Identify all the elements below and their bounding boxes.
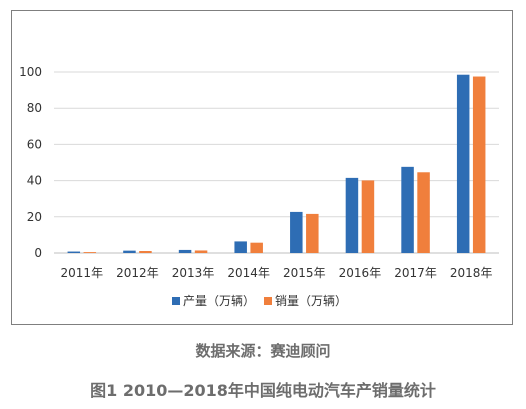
bar-chart: 0 20 40 60 80 100 2011年 2012年 2013年 2014年 2015年 201… xyxy=(19,65,499,308)
y-tick-label: 100 xyxy=(19,65,42,79)
x-tick-label: 2015年 xyxy=(283,266,326,280)
bar-sales xyxy=(417,172,430,253)
y-tick-label: 40 xyxy=(27,174,42,188)
bar-production xyxy=(456,74,470,253)
chart-frame: 0 20 40 60 80 100 2011年 2012年 2013年 2014年 2015年 201… xyxy=(11,10,513,325)
x-tick-label: 2011年 xyxy=(61,266,104,280)
bar-sales xyxy=(472,76,486,254)
y-tick-label: 0 xyxy=(34,246,42,260)
bar-production xyxy=(290,211,303,253)
bar-production xyxy=(234,241,247,253)
x-tick-label: 2012年 xyxy=(116,266,159,280)
legend-label: 产量（万辆） xyxy=(183,294,255,308)
x-tick-label: 2016年 xyxy=(339,266,382,280)
bar-production xyxy=(401,166,414,253)
figure-caption: 图1 2010—2018年中国纯电动汽车产销量统计 xyxy=(90,381,436,400)
bar-production xyxy=(123,250,136,253)
legend-label: 销量（万辆） xyxy=(275,294,347,308)
x-tick-label: 2013年 xyxy=(172,266,215,280)
bar-sales xyxy=(83,252,97,253)
bar-production xyxy=(178,249,192,253)
source-note: 数据来源：赛迪顾问 xyxy=(195,342,331,360)
x-tick-label: 2017年 xyxy=(394,266,437,280)
y-tick-label: 20 xyxy=(27,210,42,224)
bar-production xyxy=(67,251,81,253)
bar-sales xyxy=(250,242,263,253)
bar-sales xyxy=(361,180,375,253)
bar-production xyxy=(345,177,359,253)
bar-sales xyxy=(306,213,319,253)
y-tick-label: 60 xyxy=(27,137,42,151)
bar-sales xyxy=(194,250,208,253)
x-tick-label: 2014年 xyxy=(227,266,270,280)
legend-swatch xyxy=(264,297,272,305)
bar-sales xyxy=(139,251,152,253)
y-tick-label: 80 xyxy=(27,101,42,115)
legend-swatch xyxy=(172,297,180,305)
x-tick-label: 2018年 xyxy=(450,266,493,280)
